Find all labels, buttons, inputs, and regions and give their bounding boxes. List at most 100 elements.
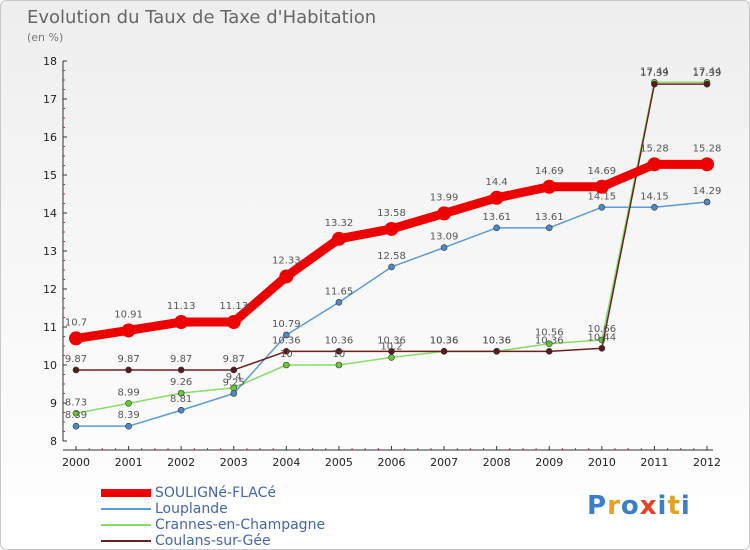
x-tick-label: 2008 — [483, 456, 511, 469]
data-label: 8.39 — [65, 410, 87, 421]
data-label: 9.87 — [65, 354, 87, 365]
y-tick-label: 8 — [50, 435, 57, 448]
data-label: 10 — [280, 349, 293, 360]
data-point — [230, 366, 238, 374]
data-point — [594, 179, 609, 194]
data-point — [542, 179, 557, 194]
data-label: 10.56 — [535, 328, 564, 339]
data-point — [545, 340, 553, 348]
chart-title: Evolution du Taux de Taxe d'Habitation — [27, 7, 377, 28]
data-label: 9.87 — [117, 354, 139, 365]
x-tick-label: 2007 — [430, 456, 458, 469]
data-label: 10.79 — [272, 319, 301, 330]
data-label: 10.7 — [65, 317, 87, 328]
y-tick-label: 17 — [43, 93, 57, 106]
legend-swatch — [101, 489, 151, 497]
data-point — [489, 190, 504, 205]
data-label: 10.2 — [380, 341, 402, 352]
data-label: 11.13 — [167, 301, 196, 312]
data-point — [121, 323, 136, 338]
data-label: 8.99 — [117, 387, 139, 398]
data-point — [72, 409, 80, 417]
data-point — [651, 80, 658, 88]
data-point — [335, 348, 343, 355]
data-point — [226, 315, 241, 330]
data-label: 10.36 — [535, 335, 564, 346]
x-tick-label: 2003 — [220, 456, 248, 469]
x-tick-label: 2000 — [62, 456, 90, 469]
y-tick-label: 18 — [43, 55, 57, 68]
data-point — [384, 221, 399, 236]
data-label: 13.32 — [325, 218, 354, 229]
data-label: 9.87 — [223, 354, 245, 365]
data-point — [703, 80, 711, 88]
data-label: 10.36 — [430, 335, 459, 346]
legend-label: Louplande — [155, 501, 228, 517]
data-label: 13.61 — [482, 212, 511, 223]
data-label: 10 — [333, 349, 346, 360]
x-tick-label: 2010 — [588, 456, 616, 469]
y-tick-label: 15 — [43, 169, 57, 182]
x-tick-label: 2004 — [272, 456, 300, 469]
data-point — [440, 244, 448, 251]
y-tick-label: 16 — [43, 131, 57, 144]
data-label: 17.44 — [640, 66, 669, 77]
x-tick-label: 2012 — [693, 456, 721, 469]
data-point — [700, 157, 714, 172]
legend-label: Coulans-sur-Gée — [155, 533, 271, 549]
logo-letter: t — [667, 491, 681, 521]
data-point — [493, 348, 500, 355]
logo-letter: i — [680, 491, 691, 521]
legend-label: Crannes-en-Champagne — [155, 517, 326, 533]
x-tick-label: 2009 — [535, 456, 563, 469]
x-tick-label: 2002 — [167, 456, 195, 469]
data-point — [703, 198, 711, 206]
data-point — [283, 348, 290, 355]
data-label: 10.36 — [325, 335, 354, 346]
data-point — [335, 361, 343, 369]
logo-letter: P — [587, 491, 608, 521]
data-label: 8.81 — [170, 394, 192, 405]
data-label: 8.39 — [117, 410, 139, 421]
chart-value-labels: 10.7 10.91 11.13 11.13 12.33 13.32 13.58 13.99 1… — [65, 66, 721, 421]
data-label: 14.69 — [535, 166, 564, 177]
data-point — [388, 348, 395, 355]
data-point — [177, 389, 185, 397]
data-point — [125, 422, 132, 430]
data-point — [440, 348, 448, 355]
data-label: 15.28 — [693, 143, 722, 154]
data-label: 10.36 — [430, 335, 459, 346]
data-point — [69, 331, 83, 346]
legend-swatch — [101, 540, 151, 542]
data-point — [335, 298, 343, 306]
data-point — [125, 400, 132, 407]
data-label: 11.13 — [219, 301, 248, 312]
data-label: 10.44 — [588, 332, 617, 343]
data-point — [72, 422, 80, 430]
data-label: 13.99 — [430, 192, 459, 203]
data-point — [493, 224, 500, 232]
data-label: 10.66 — [588, 324, 617, 335]
data-point — [283, 331, 290, 339]
y-tick-label: 11 — [43, 321, 57, 334]
logo-letter: x — [639, 491, 658, 521]
data-point — [283, 361, 290, 369]
data-label: 10.36 — [377, 335, 406, 346]
y-tick-label: 12 — [43, 283, 57, 296]
data-label: 13.09 — [430, 232, 459, 243]
x-tick-label: 2006 — [378, 456, 406, 469]
y-tick-label: 14 — [43, 207, 57, 220]
data-point — [388, 263, 395, 271]
data-label: 9.4 — [226, 372, 242, 383]
y-tick-label: 9 — [50, 397, 57, 410]
data-label: 10.91 — [114, 309, 143, 320]
data-point — [598, 344, 606, 352]
data-point — [388, 354, 395, 361]
data-label: 15.28 — [640, 143, 669, 154]
y-tick-label: 13 — [43, 245, 57, 258]
data-label: 17.44 — [693, 66, 722, 77]
data-point — [598, 204, 606, 211]
data-label: 9.26 — [170, 377, 192, 388]
data-point — [437, 206, 452, 221]
data-label: 12.58 — [377, 251, 406, 262]
